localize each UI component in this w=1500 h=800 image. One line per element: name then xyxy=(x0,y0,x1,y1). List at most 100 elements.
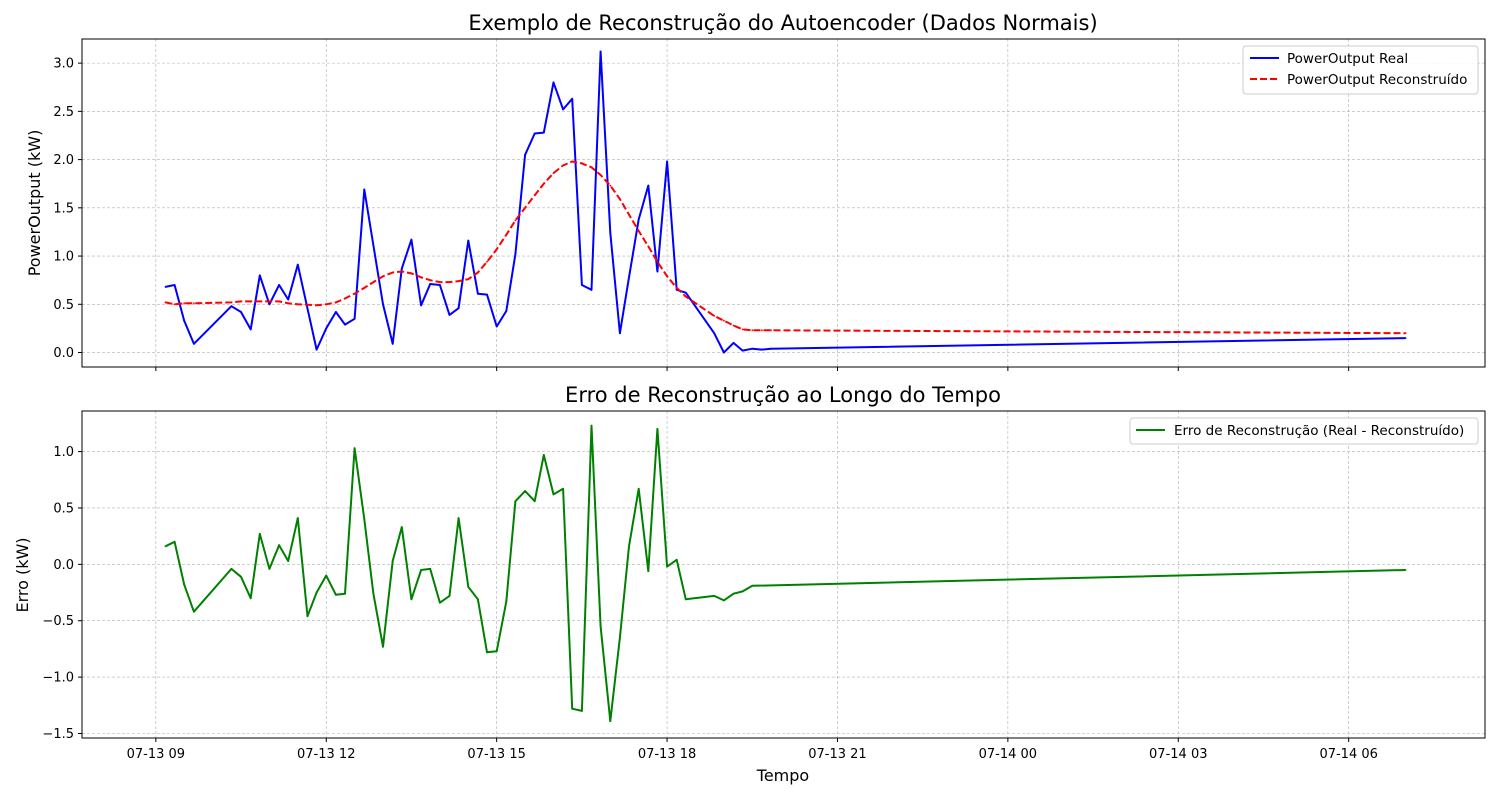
bot-y-tick-label: 1.0 xyxy=(53,445,74,460)
top-y-tick-label: 2.5 xyxy=(53,105,74,120)
top-series-0-point xyxy=(751,347,754,350)
top-series-1-point xyxy=(486,260,488,263)
bot-series-0-point xyxy=(675,558,678,561)
top-y-tick-label: 0.5 xyxy=(53,298,74,313)
top-legend-reconstructed-label: PowerOutput Reconstruído xyxy=(1287,72,1467,88)
bot-series-0-point xyxy=(524,490,526,492)
top-series-1-point xyxy=(429,279,432,282)
top-series-0-point xyxy=(628,276,630,279)
bot-x-tick-label: 07-13 15 xyxy=(467,747,525,762)
top-y-tick-label: 0.0 xyxy=(53,346,74,361)
top-series-1-point xyxy=(751,329,754,332)
bot-series-0-point xyxy=(296,517,299,519)
bot-series-0-point xyxy=(448,595,451,597)
top-series-0-point xyxy=(770,347,772,350)
top-series-1-point xyxy=(315,304,318,307)
top-series-line-0 xyxy=(165,50,1406,354)
top-series-0-point xyxy=(183,319,186,322)
bot-series-0-point xyxy=(723,599,725,602)
top-series-1-point xyxy=(391,271,394,274)
top-series-1-point xyxy=(684,295,687,298)
top-series-0-point xyxy=(372,244,375,247)
bot-series-0-point xyxy=(391,560,394,562)
top-series-0-point xyxy=(609,232,612,234)
top-series-1-point xyxy=(1404,332,1407,335)
top-chart-title: Exemplo de Reconstrução do Autoencoder (… xyxy=(468,11,1097,35)
top-series-0-point xyxy=(353,317,356,320)
bottom-panel: Erro de Reconstrução ao Longo do Tempo −… xyxy=(13,383,1486,785)
top-series-1-point xyxy=(713,315,716,317)
top-series-1-point xyxy=(164,301,167,304)
top-series-1-point xyxy=(353,292,356,295)
bot-series-0-point xyxy=(713,595,716,597)
top-series-1-point xyxy=(675,287,678,289)
top-series-0-point xyxy=(581,284,583,286)
top-series-0-point xyxy=(619,332,621,335)
bot-series-0-point xyxy=(1404,569,1407,571)
top-series-0-point xyxy=(448,314,451,316)
top-series-1-point xyxy=(477,271,479,274)
top-legend-real-label: PowerOutput Real xyxy=(1287,51,1408,67)
top-series-1-point xyxy=(467,278,470,281)
bot-y-tick-label: −0.5 xyxy=(42,614,74,629)
bot-series-0-point xyxy=(666,565,668,568)
top-series-1-point xyxy=(240,300,242,303)
bot-series-0-point xyxy=(420,569,422,571)
top-series-1-point xyxy=(723,319,725,322)
top-series-0-point xyxy=(391,342,394,345)
bot-y-tick-label: −1.0 xyxy=(42,671,74,686)
top-series-1-point xyxy=(562,164,564,167)
top-series-0-point xyxy=(164,286,167,288)
top-series-0-point xyxy=(410,238,413,241)
top-series-0-point xyxy=(732,342,735,344)
top-series-1-point xyxy=(448,281,451,283)
top-series-1-point xyxy=(230,301,233,304)
bot-series-0-point xyxy=(514,500,517,503)
top-series-1-point xyxy=(637,230,640,232)
top-series-0-point xyxy=(193,342,195,345)
bot-series-0-point xyxy=(684,598,687,601)
bot-series-0-point xyxy=(439,601,441,604)
bottom-y-ticks: −1.5 −1.0 −0.5 0.0 0.5 1.0 xyxy=(42,445,82,742)
top-panel: Exemplo de Reconstrução do Autoencoder (… xyxy=(25,11,1486,371)
bot-series-0-point xyxy=(306,615,309,618)
top-series-1-point xyxy=(400,270,403,273)
top-series-0-point xyxy=(325,327,328,330)
bot-series-0-point xyxy=(656,428,659,430)
top-series-0-point xyxy=(240,311,242,313)
top-series-1-point xyxy=(741,328,744,331)
top-series-0-point xyxy=(173,284,176,286)
top-series-1-point xyxy=(193,302,195,305)
top-series-0-point xyxy=(296,263,299,266)
bot-series-0-point xyxy=(609,720,612,722)
top-legend: PowerOutput Real PowerOutput Reconstruíd… xyxy=(1242,45,1479,95)
top-series-0-point xyxy=(495,325,498,328)
top-x-ticks xyxy=(155,367,1350,371)
top-series-1-point xyxy=(439,281,441,283)
bottom-x-ticks: 07-13 09 07-13 12 07-13 15 07-13 18 07-13 21… xyxy=(127,738,1378,762)
top-series-0-point xyxy=(467,239,470,242)
bot-series-0-point xyxy=(353,447,356,450)
bottom-x-axis-label: Tempo xyxy=(756,766,809,785)
top-y-tick-label: 1.5 xyxy=(53,201,74,216)
top-series-1-point xyxy=(325,303,328,306)
bot-series-0-point xyxy=(410,598,413,601)
top-series-0-point xyxy=(571,97,574,100)
top-series-1-point xyxy=(533,194,536,197)
bot-series-0-point xyxy=(552,493,555,496)
bot-x-tick-label: 07-13 21 xyxy=(808,747,866,762)
bottom-series xyxy=(164,424,1407,723)
bot-series-0-point xyxy=(562,487,564,490)
top-series-1-point xyxy=(761,329,763,332)
top-series-1-point xyxy=(524,206,526,209)
top-y-tick-label: 1.0 xyxy=(53,250,74,265)
top-series-0-point xyxy=(344,323,346,326)
bot-series-0-point xyxy=(599,625,602,628)
top-series-1-point xyxy=(335,301,337,304)
bot-series-0-point xyxy=(533,500,536,503)
top-series-1-point xyxy=(656,260,659,263)
bot-series-0-point xyxy=(571,707,574,710)
top-series-1-point xyxy=(296,303,299,306)
top-series-0-point xyxy=(429,283,432,285)
